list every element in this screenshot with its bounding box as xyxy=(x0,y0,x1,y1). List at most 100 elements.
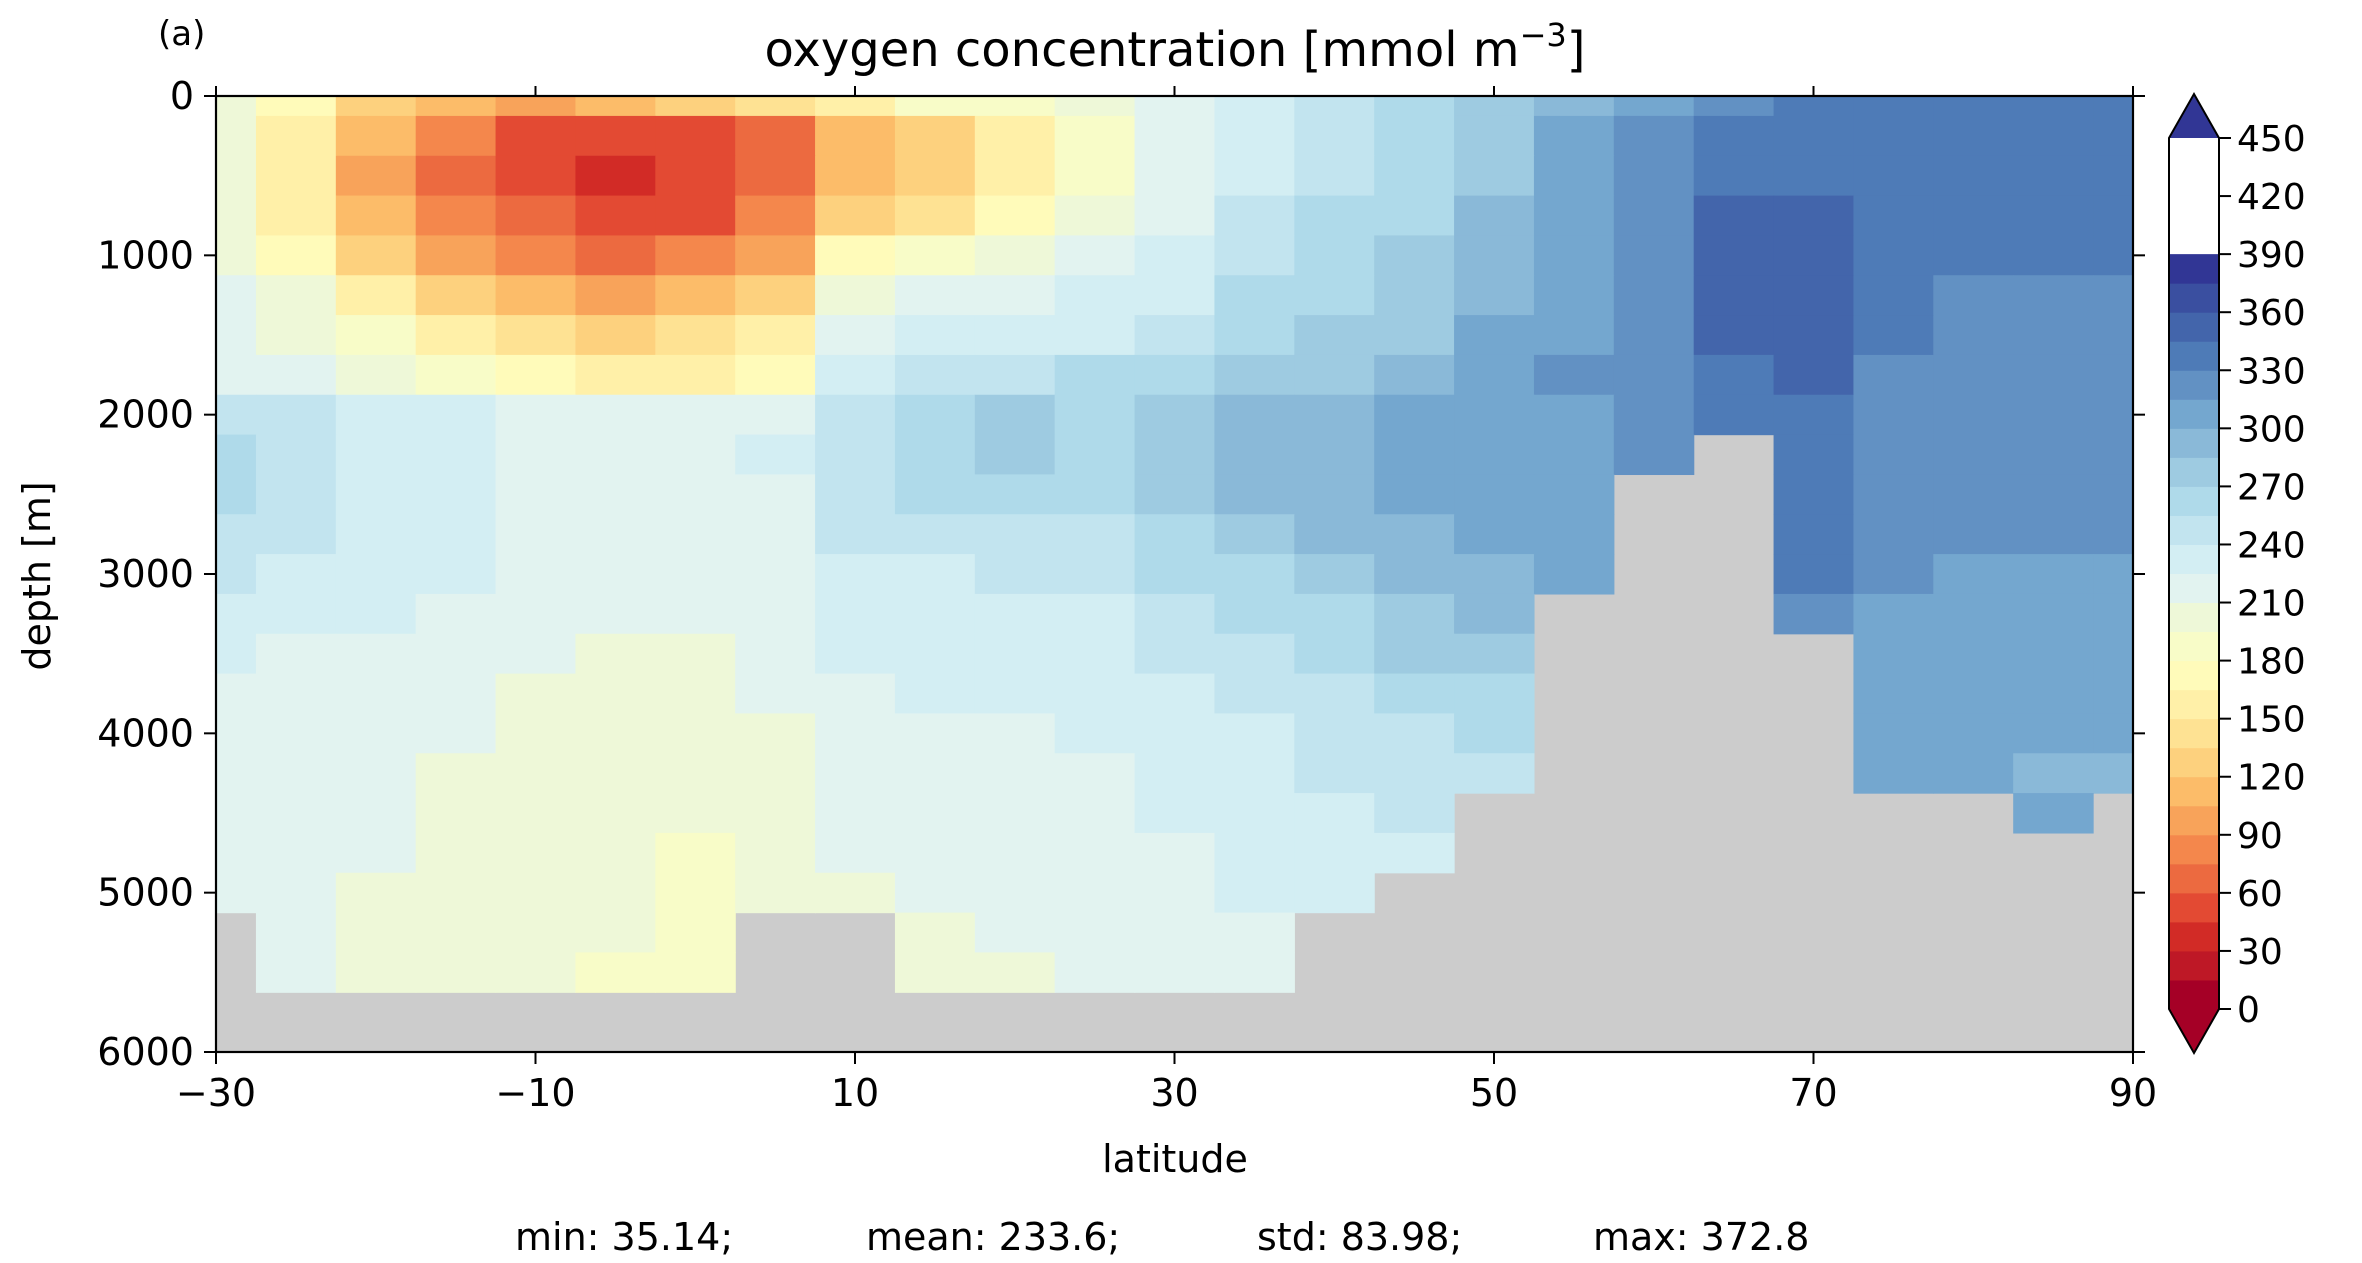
heatmap-cell xyxy=(1613,195,1695,237)
heatmap-cell xyxy=(2013,474,2094,515)
heatmap-cell xyxy=(1214,952,1295,993)
heatmap-cell xyxy=(655,155,736,197)
colorbar-tick-label: 120 xyxy=(2237,758,2306,799)
heatmap-cell xyxy=(2093,593,2133,635)
heatmap-cell xyxy=(655,195,736,237)
colorbar-segment xyxy=(2169,950,2219,981)
colorbar: 0 30 60 90 120 150 180 210 240 270 300 330 360 390 420… xyxy=(2168,91,2306,1056)
heatmap-cell xyxy=(894,793,976,834)
heatmap-cell xyxy=(575,832,656,874)
heatmap-cell xyxy=(1533,275,1615,316)
colorbar-tick-label: 30 xyxy=(2237,932,2283,973)
heatmap-cell xyxy=(1054,912,1136,954)
x-tick-label: 50 xyxy=(1470,1071,1518,1115)
heatmap-cell xyxy=(735,633,816,675)
heatmap-cell xyxy=(1294,315,1375,356)
heatmap-cell xyxy=(2093,514,2133,555)
heatmap-cell xyxy=(575,115,656,157)
heatmap-cell xyxy=(735,155,816,197)
heatmap-cell xyxy=(1773,275,1855,316)
heatmap-cell xyxy=(255,593,337,635)
heatmap-cell xyxy=(1214,235,1295,276)
heatmap-cell xyxy=(1054,633,1136,675)
heatmap-cell xyxy=(415,514,497,555)
heatmap-cell xyxy=(575,195,656,237)
heatmap-cell xyxy=(2013,155,2094,197)
heatmap-cell xyxy=(974,753,1056,794)
heatmap-cell xyxy=(2013,354,2094,396)
y-tick-label: 2000 xyxy=(97,393,194,437)
heatmap-cell xyxy=(2093,474,2133,515)
heatmap-cell xyxy=(974,793,1056,834)
heatmap-cell xyxy=(1134,633,1216,675)
heatmap-cell xyxy=(415,155,497,197)
heatmap-cell xyxy=(1853,155,1934,197)
heatmap-cell xyxy=(655,315,736,356)
heatmap-cell xyxy=(1134,96,1216,117)
heatmap-cell xyxy=(495,633,577,675)
heatmap-cell xyxy=(255,753,337,794)
heatmap-cell xyxy=(1933,554,2014,595)
heatmap-cell xyxy=(1693,115,1775,157)
heatmap-cell xyxy=(1853,554,1934,595)
heatmap-cell xyxy=(1214,115,1295,157)
x-axis: −30 −10 10 30 50 70 90 xyxy=(176,86,2157,1115)
heatmap-cell xyxy=(495,713,577,754)
heatmap-cell xyxy=(2093,275,2133,316)
heatmap-cell xyxy=(1214,514,1295,555)
heatmap-cell xyxy=(1454,434,1535,476)
heatmap-cell xyxy=(1853,394,1934,436)
heatmap-cell xyxy=(1933,713,2014,754)
heatmap-cell xyxy=(1933,394,2014,436)
heatmap-cell xyxy=(1214,832,1295,874)
heatmap-cell xyxy=(655,633,736,675)
y-tick-label: 0 xyxy=(170,74,194,118)
heatmap-cell xyxy=(1933,753,2014,794)
heatmap-cell xyxy=(575,474,656,515)
heatmap-cell xyxy=(216,96,257,117)
heatmap-cell xyxy=(1454,235,1535,276)
y-tick-label: 5000 xyxy=(97,871,194,915)
heatmap-cell xyxy=(1454,633,1535,675)
heatmap-cell xyxy=(735,434,816,476)
heatmap-cell xyxy=(216,434,257,476)
heatmap-cell xyxy=(335,155,417,197)
stat-std: std: 83.98; xyxy=(1257,1215,1462,1259)
heatmap-cell xyxy=(735,115,816,157)
heatmap-cell xyxy=(735,315,816,356)
heatmap-cell xyxy=(1454,96,1535,117)
heatmap-cell xyxy=(1933,354,2014,396)
heatmap-cell xyxy=(894,315,976,356)
heatmap-cell xyxy=(1294,872,1375,914)
colorbar-tick-label: 90 xyxy=(2237,816,2283,857)
heatmap-cell xyxy=(495,155,577,197)
heatmap-cell xyxy=(2093,753,2133,794)
colorbar-tick-label: 180 xyxy=(2237,642,2306,683)
heatmap-cell xyxy=(1613,155,1695,197)
heatmap-cell xyxy=(2013,514,2094,555)
heatmap-cell xyxy=(255,793,337,834)
heatmap-cell xyxy=(1454,554,1535,595)
heatmap-cell xyxy=(2013,593,2094,635)
heatmap-cell xyxy=(216,115,257,157)
heatmap-cell xyxy=(1933,593,2014,635)
heatmap-cell xyxy=(216,832,257,874)
panel-label: (a) xyxy=(158,14,205,54)
heatmap-cell xyxy=(1214,315,1295,356)
heatmap-cell xyxy=(1933,195,2014,237)
heatmap-cell xyxy=(815,474,896,515)
heatmap-cell xyxy=(894,952,976,993)
heatmap-cell xyxy=(2093,354,2133,396)
heatmap-cell xyxy=(655,912,736,954)
heatmap-cell xyxy=(1054,554,1136,595)
heatmap-cell xyxy=(1454,195,1535,237)
heatmap-cell xyxy=(815,593,896,635)
heatmap-cell xyxy=(974,593,1056,635)
heatmap-cell xyxy=(894,912,976,954)
colorbar-tick-label: 240 xyxy=(2237,525,2306,566)
heatmap-cell xyxy=(655,235,736,276)
colorbar-segment xyxy=(2169,254,2219,284)
heatmap-cell xyxy=(735,394,816,436)
heatmap-cell xyxy=(974,474,1056,515)
